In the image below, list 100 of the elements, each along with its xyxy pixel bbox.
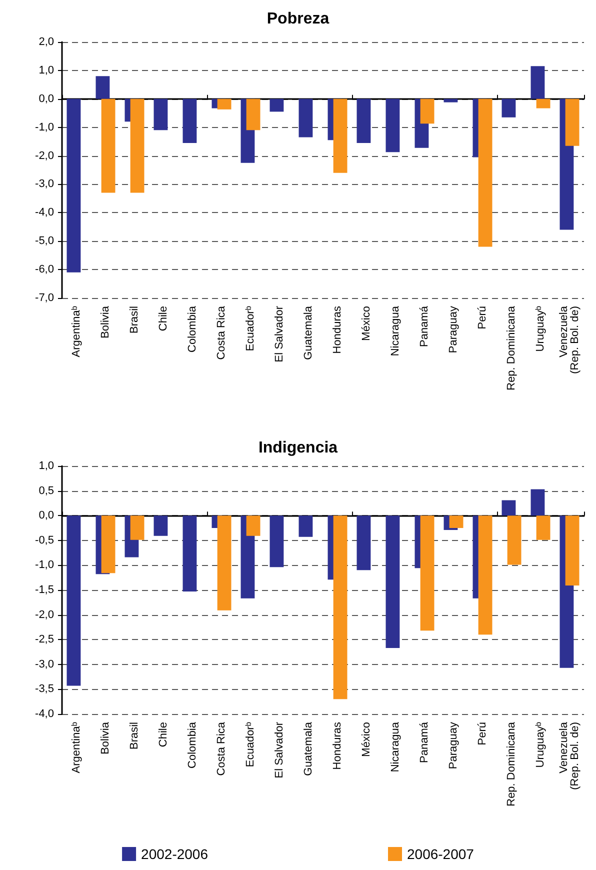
- bar: [565, 98, 580, 146]
- x-tick-label: Colombia: [186, 721, 198, 768]
- bar: [101, 98, 116, 193]
- x-tick-label: Uruguayᵇ: [534, 722, 546, 768]
- bar: [444, 98, 458, 102]
- bar: [130, 98, 144, 193]
- y-tick-label: -2,0: [35, 150, 54, 162]
- bar: [565, 516, 580, 586]
- y-tick-label: -0,5: [35, 534, 54, 546]
- y-tick-label: -3,5: [35, 683, 54, 696]
- x-tick-label: Panamá: [418, 721, 430, 763]
- x-tick-label: Colombia: [186, 305, 198, 352]
- bar: [507, 516, 522, 565]
- bar: [502, 500, 516, 516]
- x-tick-label: Honduras: [332, 722, 344, 770]
- bar: [386, 516, 400, 648]
- bar: [356, 516, 371, 570]
- bar: [530, 489, 545, 516]
- bar: [101, 516, 116, 574]
- x-tick-label: Bolivia: [100, 721, 112, 754]
- bar: [530, 66, 545, 99]
- bar: [386, 98, 400, 152]
- bar: [333, 516, 348, 700]
- bar: [182, 98, 197, 143]
- x-tick-label: Nicaragua: [390, 721, 402, 772]
- y-tick-label: -1,0: [35, 121, 54, 134]
- x-tick-label: Venezuela (Rep. Bol. de): [558, 305, 581, 374]
- bar: [333, 98, 348, 173]
- x-tick-label: Brasil: [128, 306, 140, 334]
- chart-title: Indigencia: [258, 440, 338, 456]
- x-tick-label: Bolivia: [100, 305, 112, 338]
- y-tick-label: -1,0: [35, 559, 54, 572]
- bar: [420, 516, 434, 631]
- x-tick-label: Perú: [476, 306, 488, 330]
- x-tick-label: Panamá: [418, 305, 430, 347]
- bar: [154, 516, 168, 536]
- y-tick-label: 0,0: [38, 92, 54, 105]
- y-tick-label: -6,0: [35, 264, 54, 276]
- y-tick-label: 0,5: [38, 484, 54, 497]
- x-tick-label: Chile: [158, 306, 170, 332]
- y-tick-label: 1,0: [38, 460, 54, 472]
- legend-label: 2006-2007: [407, 846, 474, 862]
- y-tick-label: 2,0: [38, 36, 54, 48]
- x-tick-label: Nicaragua: [390, 305, 402, 356]
- bar: [270, 98, 284, 112]
- y-tick-label: -4,0: [35, 708, 54, 720]
- x-tick-label: Chile: [158, 722, 170, 748]
- legend-label: 2002-2006: [141, 846, 208, 862]
- chart-title: Pobreza: [266, 10, 330, 28]
- bar: [246, 98, 260, 130]
- bar: [502, 98, 516, 118]
- y-tick-label: -5,0: [35, 235, 54, 248]
- bar: [154, 98, 168, 130]
- bar: [298, 98, 313, 138]
- x-tick-label: Perú: [476, 722, 488, 746]
- bar: [66, 516, 81, 686]
- x-tick-label: Costa Rica: [216, 721, 228, 776]
- bar: [298, 516, 313, 537]
- x-tick-label: El Salvador: [274, 306, 286, 362]
- bar: [478, 98, 492, 247]
- x-tick-label: Rep. Dominicana: [506, 721, 518, 806]
- bar: [217, 98, 232, 110]
- bar: [217, 516, 232, 610]
- y-tick-label: -2,5: [35, 634, 54, 646]
- bar: [130, 516, 144, 540]
- x-tick-label: Brasil: [128, 722, 140, 750]
- x-tick-label: Argentinaᵇ: [70, 306, 82, 358]
- x-tick-label: Ecuadorᵇ: [244, 722, 256, 768]
- bar: [270, 516, 284, 568]
- bar: [420, 98, 434, 124]
- y-tick-label: -1,5: [35, 584, 54, 596]
- y-tick-label: -4,0: [35, 206, 54, 219]
- y-tick-label: 1,0: [38, 64, 54, 76]
- x-tick-label: Guatemala: [302, 305, 314, 360]
- x-tick-label: Guatemala: [302, 721, 314, 776]
- x-tick-label: Paraguay: [448, 722, 460, 770]
- y-tick-label: -3,0: [35, 658, 54, 670]
- y-tick-label: 0,0: [38, 510, 54, 522]
- x-tick-label: Paraguay: [448, 306, 460, 354]
- y-tick-label: -3,0: [35, 178, 54, 190]
- bar: [356, 98, 371, 143]
- x-tick-label: Rep. Dominicana: [506, 305, 518, 390]
- bar: [66, 98, 81, 272]
- bar: [449, 516, 464, 528]
- x-tick-label: Costa Rica: [216, 305, 228, 360]
- x-tick-label: México: [360, 722, 372, 757]
- x-tick-label: El Salvador: [274, 722, 286, 778]
- x-tick-label: México: [360, 306, 372, 341]
- bar: [182, 516, 197, 592]
- x-tick-label: Argentinaᵇ: [70, 722, 82, 774]
- bar: [478, 516, 492, 635]
- bar: [96, 76, 110, 99]
- x-tick-label: Venezuela (Rep. Bol. de): [558, 721, 581, 790]
- y-tick-label: -2,0: [35, 608, 54, 621]
- x-tick-label: Honduras: [332, 306, 344, 354]
- x-tick-label: Ecuadorᵇ: [244, 306, 256, 352]
- y-tick-label: -7,0: [35, 292, 54, 304]
- bar: [536, 516, 550, 540]
- bar: [536, 98, 550, 108]
- x-tick-label: Uruguayᵇ: [534, 306, 546, 352]
